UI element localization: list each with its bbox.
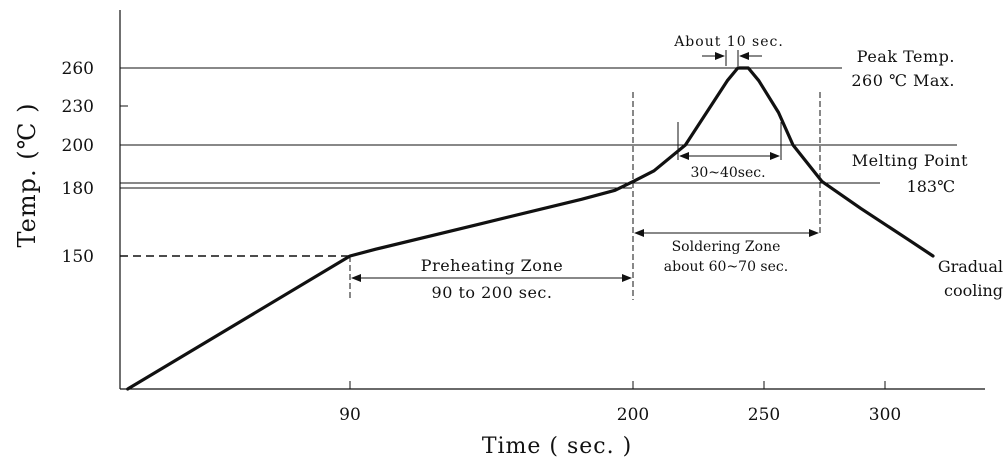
annotation-peak-max: 260 ℃ Max. bbox=[851, 71, 955, 90]
annotation-soldering-zone: Soldering Zone bbox=[672, 239, 781, 255]
x-tick-label: 300 bbox=[869, 405, 901, 425]
x-ticks: 90 200 250 300 bbox=[339, 381, 901, 425]
annotation-preheating-time: 90 to 200 sec. bbox=[432, 283, 553, 302]
annotation-soldering-time: about 60~70 sec. bbox=[664, 259, 788, 275]
x-tick-label: 90 bbox=[339, 405, 361, 425]
x-tick-label: 200 bbox=[617, 405, 649, 425]
annotation-30-40-sec: 30~40sec. bbox=[690, 165, 765, 181]
y-ticks: 150 180 200 230 260 bbox=[62, 59, 128, 267]
y-tick-label: 180 bbox=[62, 179, 94, 199]
y-tick-label: 230 bbox=[62, 97, 94, 117]
temperature-profile-line bbox=[126, 66, 935, 391]
y-axis-label: Temp. (℃ ) bbox=[13, 103, 41, 248]
annotation-about-10-sec: About 10 sec. bbox=[673, 34, 784, 50]
annotation-peak-temp: Peak Temp. bbox=[857, 47, 955, 66]
x-tick-label: 250 bbox=[748, 405, 780, 425]
y-tick-label: 200 bbox=[62, 136, 94, 156]
annotation-melting-point: Melting Point bbox=[852, 151, 968, 170]
annotation-preheating-zone: Preheating Zone bbox=[421, 256, 563, 275]
x-axis-label: Time ( sec. ) bbox=[482, 434, 632, 459]
annotation-cooling: cooling bbox=[944, 281, 1003, 300]
annotation-gradual: Gradual bbox=[938, 257, 1003, 276]
y-tick-label: 150 bbox=[62, 247, 94, 267]
y-tick-label: 260 bbox=[62, 59, 94, 79]
annotation-melting-temp: 183℃ bbox=[907, 177, 955, 196]
